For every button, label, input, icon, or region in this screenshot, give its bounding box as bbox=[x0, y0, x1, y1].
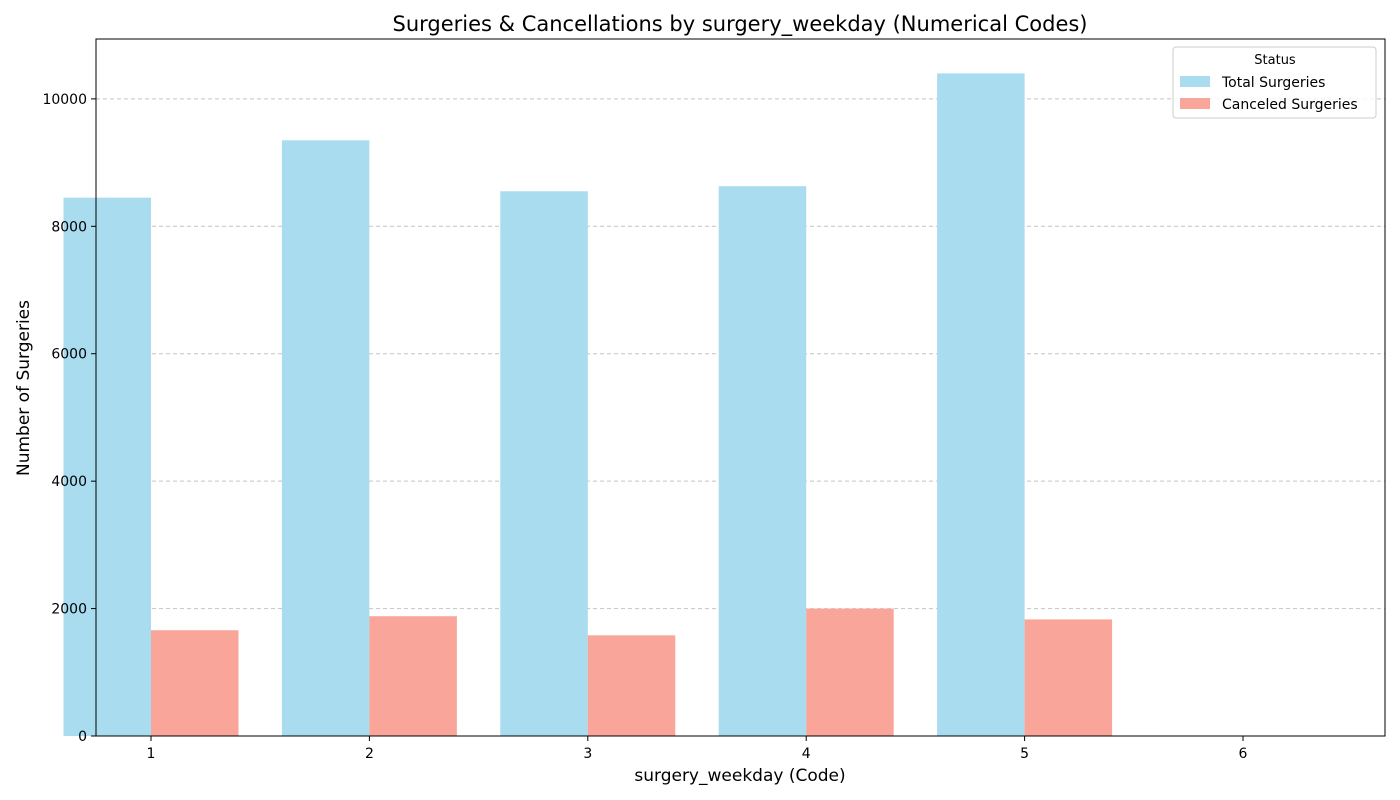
legend-frame bbox=[1172, 46, 1377, 119]
x-axis-label: surgery_weekday (Code) bbox=[634, 766, 845, 786]
x-tick-label: 2 bbox=[365, 746, 374, 762]
y-ticks: 0 2000 4000 6000 8000 10000 bbox=[42, 92, 96, 745]
bar-canceled-surgeries bbox=[806, 608, 894, 736]
x-ticks: 1 2 3 4 5 6 bbox=[147, 736, 1248, 762]
legend-title: Status bbox=[1254, 53, 1296, 68]
bar-canceled-surgeries bbox=[151, 630, 239, 736]
y-tick-label: 0 bbox=[78, 729, 87, 745]
y-tick-label: 8000 bbox=[51, 219, 87, 235]
legend: Status Total Surgeries Canceled Surgerie… bbox=[1172, 46, 1377, 119]
bar-total-surgeries bbox=[718, 186, 807, 737]
bar-total-surgeries bbox=[63, 197, 151, 737]
bar-canceled-surgeries bbox=[1024, 619, 1113, 736]
legend-label-canceled: Canceled Surgeries bbox=[1222, 97, 1358, 113]
bar-total-surgeries bbox=[281, 140, 370, 737]
y-tick-label: 6000 bbox=[51, 347, 87, 363]
bar-total-surgeries bbox=[937, 73, 1025, 736]
bars bbox=[63, 73, 1243, 737]
legend-swatch-total bbox=[1180, 76, 1210, 87]
chart-title: Surgeries & Cancellations by surgery_wee… bbox=[392, 12, 1087, 37]
axes bbox=[95, 38, 1386, 737]
bar-canceled-surgeries bbox=[587, 635, 676, 736]
plot-frame bbox=[95, 38, 1386, 737]
y-tick-label: 4000 bbox=[51, 474, 87, 490]
y-tick-label: 2000 bbox=[51, 602, 87, 618]
x-tick-label: 1 bbox=[147, 746, 156, 762]
legend-label-total: Total Surgeries bbox=[1221, 75, 1325, 91]
y-axis-label: Number of Surgeries bbox=[14, 300, 34, 476]
x-tick-label: 3 bbox=[583, 746, 592, 762]
y-tick-label: 10000 bbox=[42, 92, 87, 108]
bar-total-surgeries bbox=[500, 191, 588, 736]
x-tick-label: 5 bbox=[1020, 746, 1029, 762]
x-tick-label: 4 bbox=[802, 746, 811, 762]
x-tick-label: 6 bbox=[1239, 746, 1248, 762]
legend-swatch-canceled bbox=[1180, 98, 1210, 109]
bar-canceled-surgeries bbox=[369, 616, 457, 736]
